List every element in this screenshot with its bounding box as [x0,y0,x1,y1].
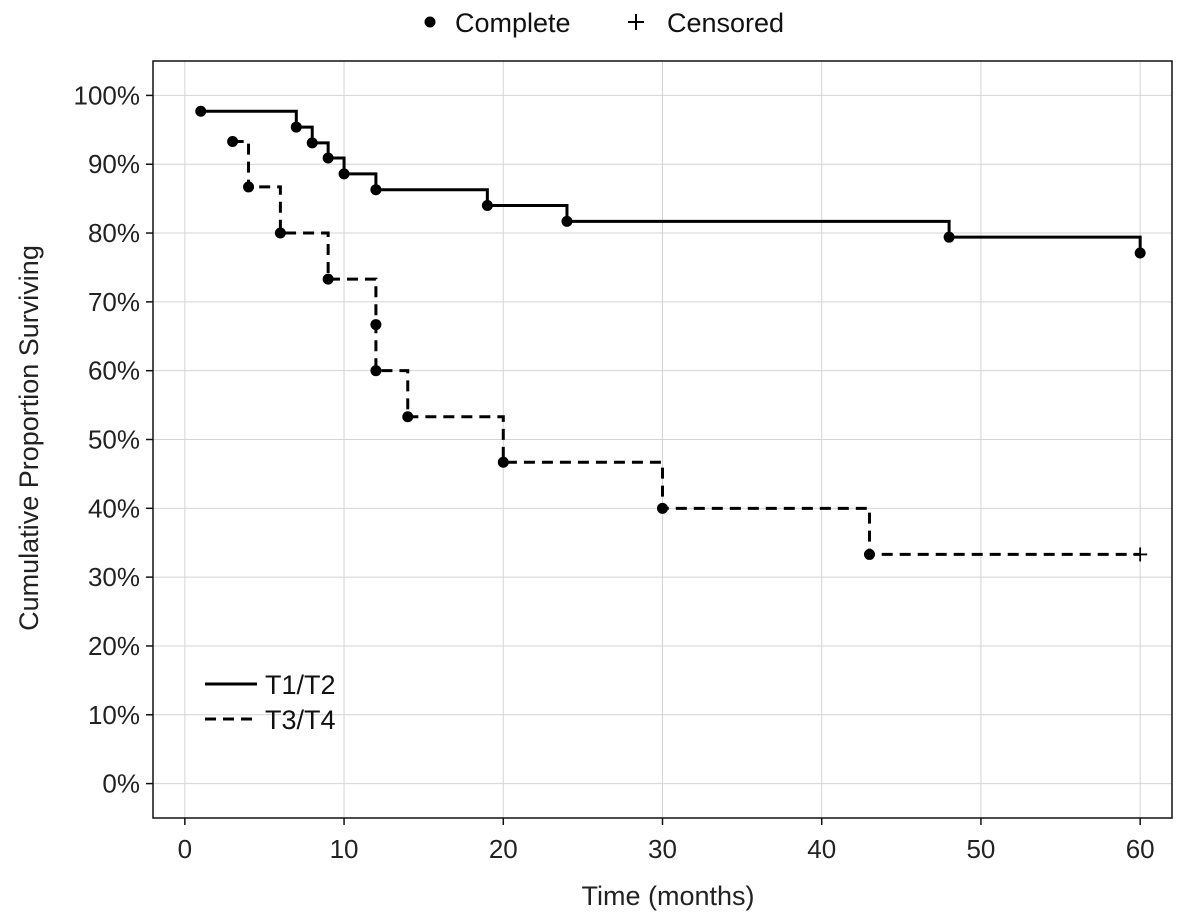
y-tick-label: 90% [88,149,140,179]
y-tick-label: 30% [88,562,140,592]
y-axis-ticks: 0% 10% 20% 30% 40% 50% 60% 70% 80% 90% 100% [74,80,153,799]
x-tick-label: 20 [489,834,518,864]
y-tick-label: 20% [88,631,140,661]
complete-marker-icon [424,16,436,28]
y-tick-label: 0% [102,769,140,799]
complete-legend-label: Complete [455,8,571,38]
complete-point [481,200,493,212]
series-lines [200,109,1142,556]
y-tick-label: 40% [88,493,140,523]
y-axis-title: Cumulative Proportion Surviving [14,245,44,631]
complete-point [402,411,414,423]
complete-point [306,137,318,149]
y-tick-label: 100% [74,80,141,110]
complete-point [943,231,955,243]
x-axis-title: Time (months) [581,881,754,911]
censored-point [1133,547,1148,562]
grid-lines [153,61,1172,818]
censored-legend-label: Censored [667,8,784,38]
marker-legend: Complete Censored [424,8,784,38]
complete-point [227,136,239,148]
censored-marker-icon [628,14,644,30]
t3t4-legend-label: T3/T4 [265,705,336,735]
complete-point [1134,247,1146,259]
complete-point [290,121,302,133]
x-tick-label: 50 [966,834,995,864]
x-axis-ticks: 0 10 20 30 40 50 60 [178,818,1155,864]
complete-point [370,319,382,331]
complete-point [863,548,875,560]
y-tick-label: 70% [88,287,140,317]
x-tick-label: 30 [648,834,677,864]
complete-point [370,184,382,196]
y-tick-label: 50% [88,425,140,455]
y-tick-label: 10% [88,700,140,730]
t1t2-legend-label: T1/T2 [265,670,336,700]
complete-point [274,227,286,239]
complete-point [195,105,207,117]
series-legend: T1/T2 T3/T4 [205,670,336,735]
y-tick-label: 80% [88,218,140,248]
y-tick-label: 60% [88,356,140,386]
x-tick-label: 0 [178,834,192,864]
complete-point [243,181,255,193]
series-line-t3t4 [232,140,1141,556]
x-tick-label: 40 [807,834,836,864]
complete-point [657,502,668,514]
complete-point [370,365,382,377]
complete-point [497,456,509,468]
complete-point [322,152,334,164]
complete-point [561,215,573,227]
event-markers [195,105,1148,562]
complete-point [322,273,334,285]
complete-point [338,168,350,180]
series-line-t1t2 [200,109,1142,254]
x-tick-label: 60 [1126,834,1155,864]
x-tick-label: 10 [330,834,359,864]
